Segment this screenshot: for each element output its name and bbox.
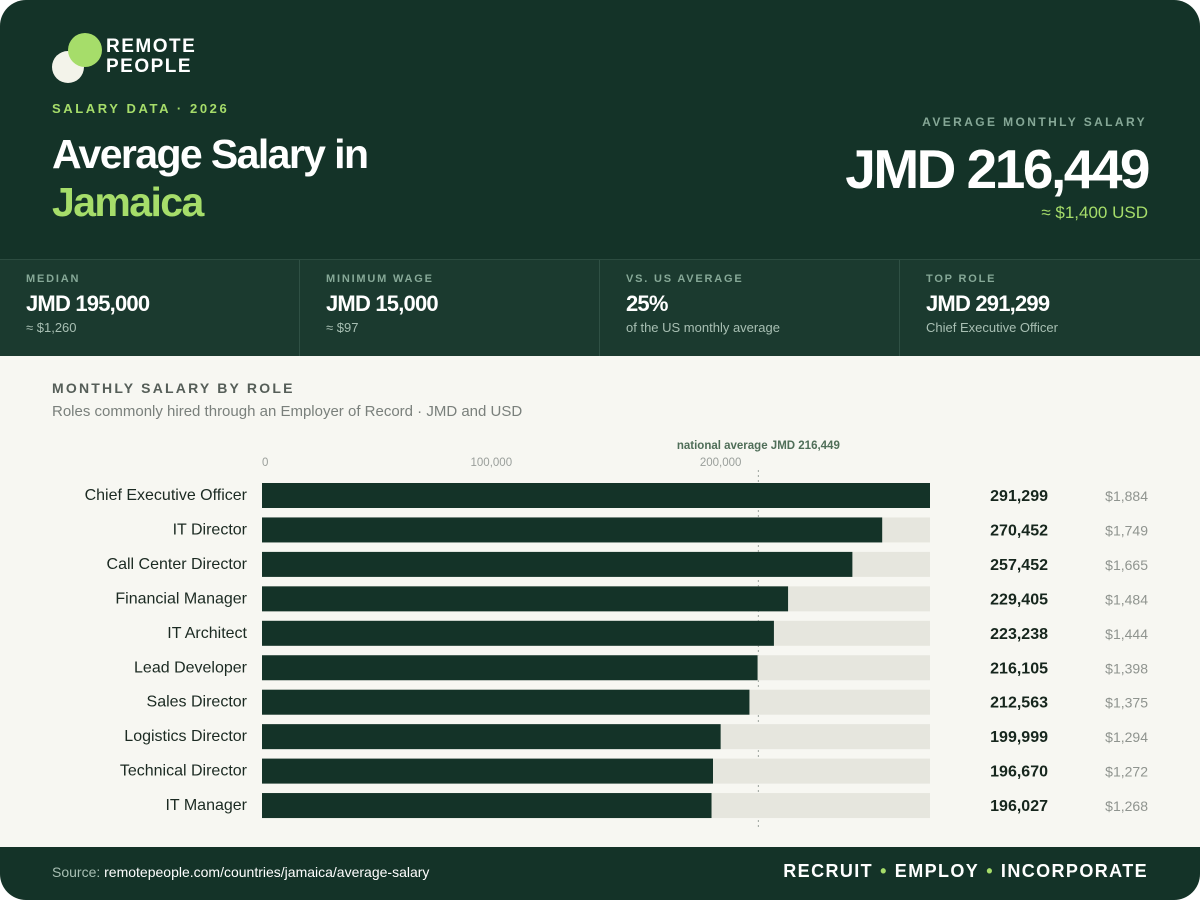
stat-label: TOP ROLE [926,273,997,285]
tagline-separator: • [986,861,994,881]
stat-median: MEDIAN JMD 195,000 ≈ $1,260 [0,260,300,356]
stat-sub: ≈ $1,260 [26,320,77,335]
stat-vs-us-average: VS. US AVERAGE 25% of the US monthly ave… [600,260,900,356]
stat-minimum-wage: MINIMUM WAGE JMD 15,000 ≈ $97 [300,260,600,356]
page-title: Average Salary in Jamaica [52,130,369,226]
title-line-2: Jamaica [52,179,204,225]
value-label: 199,999 [990,729,1048,746]
stat-top-role: TOP ROLE JMD 291,299 Chief Executive Off… [900,260,1200,356]
category-label: IT Manager [165,797,247,814]
average-usd: ≈ $1,400 USD [1041,203,1148,222]
tagline: RECRUIT • EMPLOY • INCORPORATE [783,861,1148,882]
section-title: MONTHLY SALARY BY ROLE [52,380,295,396]
brand-line-1: REMOTE [106,36,197,57]
source-label: Source: [52,864,101,880]
usd-label: $1,484 [1105,591,1148,607]
x-tick-label: 0 [262,457,268,469]
value-label: 196,670 [990,764,1048,781]
tagline-employ: EMPLOY [894,861,980,881]
stat-sub: of the US monthly average [626,320,780,335]
stat-sub: ≈ $97 [326,320,359,335]
bar [262,689,750,715]
usd-label: $1,665 [1105,557,1148,573]
footer: Source: remotepeople.com/countries/jamai… [0,847,1200,900]
category-label: Call Center Director [107,556,248,573]
usd-label: $1,272 [1105,764,1148,780]
stat-value: JMD 195,000 [26,291,150,316]
usd-label: $1,749 [1105,522,1148,538]
eyebrow: SALARY DATA · 2026 [52,101,230,116]
header: REMOTE PEOPLE SALARY DATA · 2026 Average… [0,0,1200,259]
bar [262,586,789,612]
usd-label: $1,444 [1105,626,1148,642]
bar [262,655,758,681]
stat-label: VS. US AVERAGE [626,273,744,285]
stat-value: JMD 15,000 [326,291,439,316]
section-subtitle: Roles commonly hired through an Employer… [52,403,523,420]
value-label: 270,452 [990,522,1048,539]
bar [262,551,853,577]
bar [262,483,930,508]
bar [262,620,774,646]
stats-bar: MEDIAN JMD 195,000 ≈ $1,260 MINIMUM WAGE… [0,259,1200,356]
usd-label: $1,884 [1105,488,1148,504]
category-label: Sales Director [147,694,248,711]
source: Source: remotepeople.com/countries/jamai… [52,864,429,880]
value-label: 229,405 [990,591,1048,608]
stat-sub: Chief Executive Officer [926,320,1058,335]
x-tick-label: 200,000 [700,457,742,469]
category-label: Financial Manager [115,590,247,607]
category-label: Chief Executive Officer [85,487,248,504]
stat-value: JMD 291,299 [926,291,1050,316]
tagline-separator: • [880,861,888,881]
salary-bar-chart: 0 100,000 200,000 national average JMD 216,… [85,440,1148,830]
tagline-recruit: RECRUIT [783,861,874,881]
bar [262,724,721,750]
tagline-incorporate: INCORPORATE [1000,861,1148,881]
category-label: Technical Director [120,763,248,780]
category-label: Lead Developer [134,659,248,676]
stat-label: MINIMUM WAGE [326,273,434,285]
usd-label: $1,294 [1105,729,1148,745]
value-label: 196,027 [990,798,1048,815]
bar [262,758,713,784]
usd-label: $1,398 [1105,660,1148,676]
value-label: 216,105 [990,660,1048,677]
reference-line-label: national average JMD 216,449 [677,440,840,452]
brand-wordmark: REMOTE PEOPLE [106,37,196,77]
x-tick-label: 100,000 [471,457,513,469]
value-label: 212,563 [990,695,1048,712]
value-label: 223,238 [990,626,1048,643]
value-label: 291,299 [990,488,1048,505]
stat-label: MEDIAN [26,273,81,285]
category-label: Logistics Director [124,728,247,745]
value-label: 257,452 [990,557,1048,574]
category-label: IT Architect [167,625,247,642]
bar [262,517,883,543]
usd-label: $1,375 [1105,695,1148,711]
bar [262,793,712,819]
stat-value: 25% [626,291,668,316]
category-label: IT Director [173,521,248,538]
remote-people-logo-icon [52,33,102,83]
average-value: JMD 216,449 [845,138,1150,200]
brand-line-2: PEOPLE [106,56,193,77]
title-line-1: Average Salary in [52,131,369,177]
average-label: AVERAGE MONTHLY SALARY [922,115,1147,129]
usd-label: $1,268 [1105,798,1148,814]
source-url: remotepeople.com/countries/jamaica/avera… [104,864,430,880]
